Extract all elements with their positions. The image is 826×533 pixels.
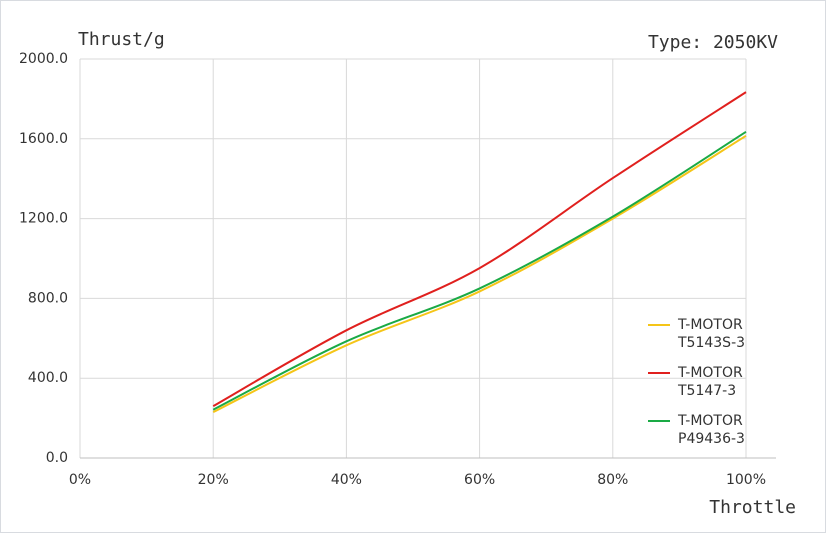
data-line (212, 134, 747, 414)
legend-label: T-MOTOR T5143S-3 (678, 317, 746, 351)
legend-label: T-MOTOR P49436-3 (678, 413, 745, 447)
x-tick-label: 100% (726, 472, 766, 488)
x-tick-label: 0% (69, 472, 91, 488)
data-line (212, 130, 747, 411)
x-tick-label: 20% (198, 472, 229, 488)
y-tick-label: 0.0 (46, 450, 68, 466)
y-tick-label: 1200.0 (19, 211, 68, 227)
x-tick-label: 60% (464, 472, 495, 488)
y-axis-label: Thrust/g (78, 29, 165, 50)
annotation: Type: 2050KV (648, 32, 778, 53)
y-tick-label: 800.0 (28, 290, 68, 306)
x-axis-label: Throttle (709, 497, 796, 518)
x-tick-label: 80% (597, 472, 628, 488)
y-tick-label: 1600.0 (19, 131, 68, 147)
legend-label: T-MOTOR T5147-3 (678, 365, 743, 399)
x-tick-label: 40% (331, 472, 362, 488)
y-tick-label: 400.0 (28, 370, 68, 386)
y-tick-label: 2000.0 (19, 51, 68, 67)
data-line (212, 91, 747, 407)
